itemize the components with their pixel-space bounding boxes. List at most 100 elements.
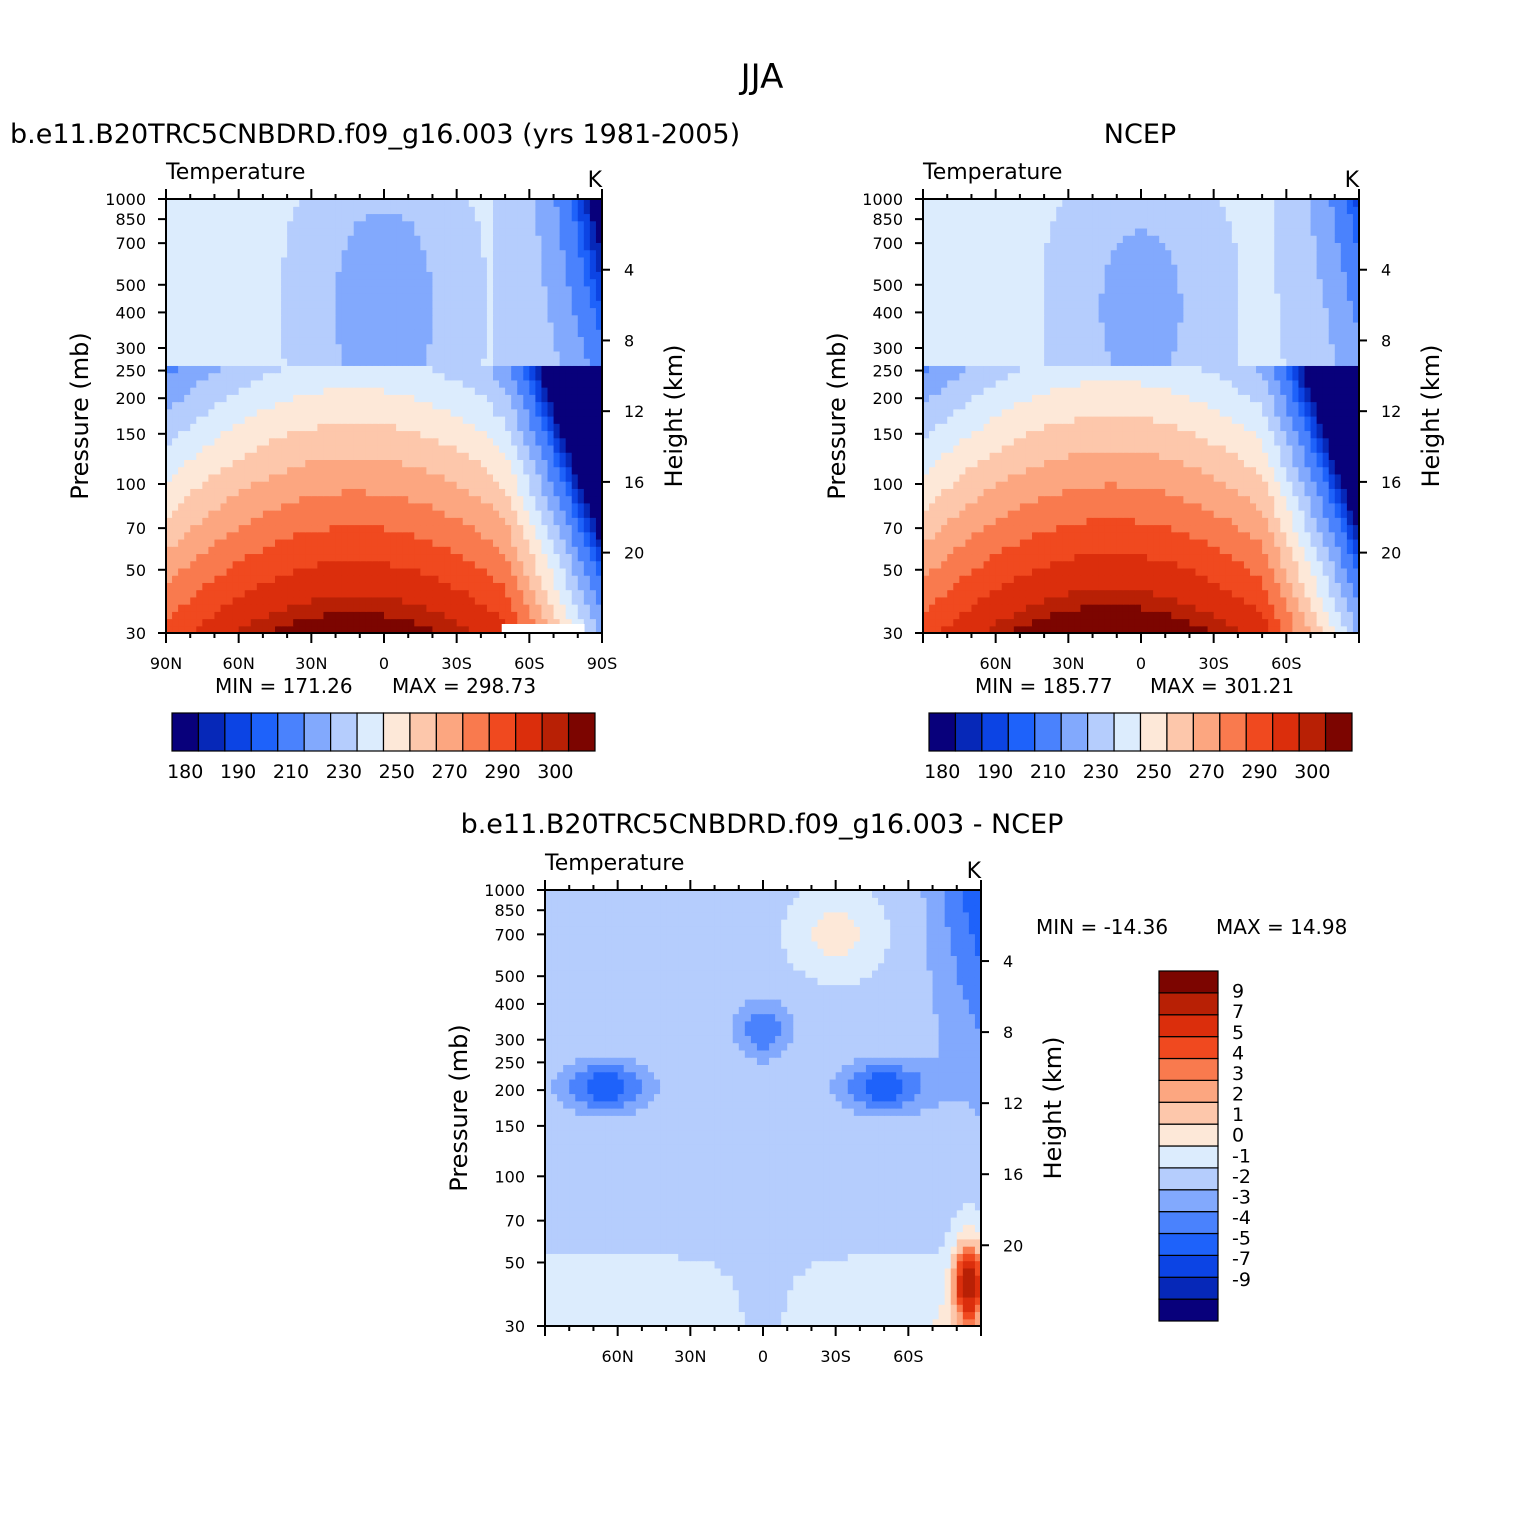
field-cell [493,473,500,482]
field-cell [305,401,312,410]
field-cell [208,235,216,243]
field-cell [396,227,403,236]
field-cell [317,625,325,634]
field-cell [1352,596,1360,605]
field-cell [511,589,518,598]
field-cell [559,264,567,272]
field-cell [505,256,512,265]
field-cell [371,199,379,207]
field-cell [329,596,337,605]
field-cell [559,611,567,620]
colorbar-box [250,712,279,752]
field-cell [547,538,555,547]
field-cell [438,611,446,620]
field-cell [541,582,549,591]
field-cell [281,401,288,410]
field-cell [553,408,561,417]
field-cell [190,488,197,497]
field-cell [1231,604,1239,612]
field-cell [1237,589,1245,598]
field-cell [505,314,512,323]
field-cell [317,430,325,439]
field-cell [559,531,567,540]
field-cell [432,495,440,504]
field-cell [293,459,300,468]
field-cell [196,343,203,352]
field-cell [256,394,264,403]
field-cell [178,213,185,222]
field-cell [444,604,452,612]
field-cell [995,604,1003,612]
field-cell [438,293,446,301]
field-cell [208,495,216,504]
field-cell [335,278,343,287]
field-cell [450,452,458,460]
field-cell [408,213,415,222]
field-cell [535,321,543,330]
field-cell [190,227,197,236]
field-cell [523,401,530,410]
field-cell [268,452,276,460]
field-cell [595,517,603,526]
field-cell [499,408,506,417]
field-cell [486,582,494,591]
field-cell [329,358,337,366]
field-cell [420,430,427,439]
field-cell [553,437,561,446]
field-cell [214,199,222,207]
field-cell [190,314,197,323]
field-cell [166,321,173,330]
field-cell [1068,582,1075,591]
field-cell [384,473,391,482]
field-cell [1298,618,1306,627]
field-cell [583,343,591,352]
field-cell [184,444,191,453]
field-cell [408,343,415,352]
field-cell [311,538,318,547]
field-cell [571,220,579,229]
field-cell [390,589,397,598]
field-cell [238,329,246,338]
field-cell [268,604,276,612]
field-cell [1080,611,1088,620]
field-cell [432,473,440,482]
field-cell [268,430,276,439]
field-cell [341,365,349,374]
field-cell [365,227,373,236]
field-cell [1007,604,1015,612]
field-cell [178,300,185,309]
field-cell [256,481,264,489]
field-cell [559,235,567,243]
field-cell [329,611,337,620]
field-cell [935,575,942,583]
field-cell [474,235,482,243]
field-cell [438,278,446,287]
field-cell [444,372,452,381]
field-cell [414,444,421,453]
field-cell [281,329,288,338]
field-cell [541,358,549,366]
field-cell [468,567,476,576]
field-cell [577,300,585,309]
field-cell [1274,611,1281,620]
field-cell [281,271,288,280]
field-cell [1086,611,1094,620]
field-cell [184,372,191,381]
field-cell [232,510,240,518]
field-cell [983,589,991,598]
field-cell [220,524,228,533]
field-cell [450,546,458,555]
field-cell [262,502,270,511]
field-cell [577,271,585,280]
field-cell [275,416,282,424]
field-cell [511,387,518,395]
field-cell [583,430,591,439]
field-cell [577,423,585,432]
field-cell [353,567,361,576]
field-cell [196,227,203,236]
field-cell [329,567,337,576]
field-cell [1268,596,1275,605]
field-cell [178,510,185,518]
field-cell [571,264,579,272]
field-cell [202,314,209,323]
